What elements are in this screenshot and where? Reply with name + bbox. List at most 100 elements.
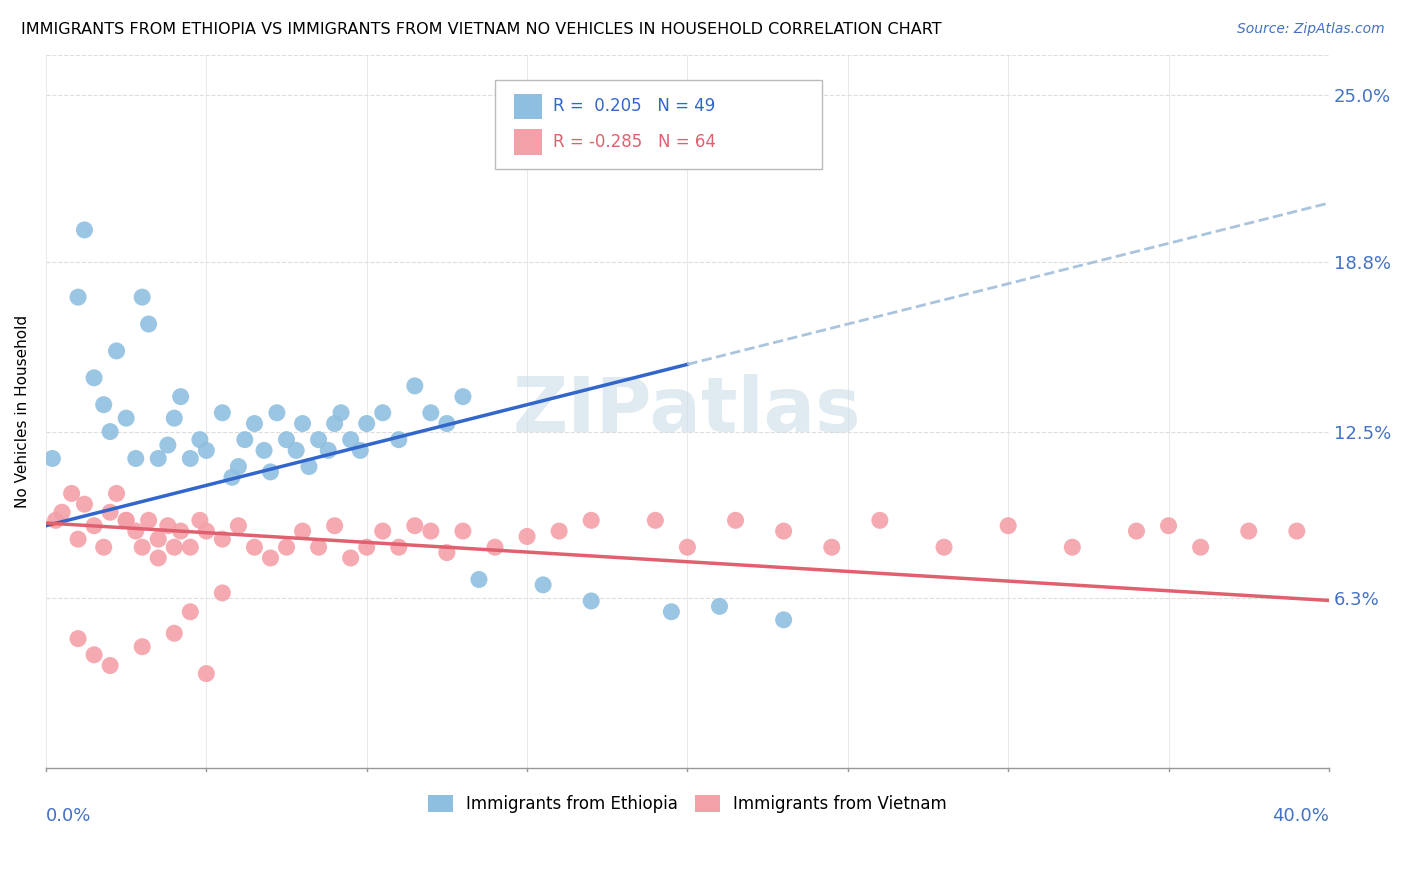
Point: [516, 529, 538, 543]
Point: [259, 551, 281, 566]
Point: [73, 223, 96, 237]
Point: [188, 433, 211, 447]
Point: [179, 605, 201, 619]
Point: [404, 518, 426, 533]
Point: [323, 518, 346, 533]
Point: [148, 551, 170, 566]
Point: [276, 433, 298, 447]
Point: [211, 586, 233, 600]
Text: 0.0%: 0.0%: [46, 807, 91, 825]
Point: [339, 551, 361, 566]
Point: [330, 406, 353, 420]
FancyBboxPatch shape: [515, 94, 543, 120]
Point: [468, 573, 491, 587]
Point: [356, 540, 378, 554]
Point: [579, 513, 602, 527]
Point: [1189, 540, 1212, 554]
Point: [259, 465, 281, 479]
Point: [388, 433, 411, 447]
Point: [228, 459, 250, 474]
Point: [419, 406, 441, 420]
Point: [73, 497, 96, 511]
Y-axis label: No Vehicles in Household: No Vehicles in Household: [15, 315, 30, 508]
FancyBboxPatch shape: [515, 129, 543, 155]
Point: [163, 411, 186, 425]
Point: [98, 425, 121, 439]
Point: [772, 613, 794, 627]
Point: [997, 518, 1019, 533]
Point: [115, 513, 138, 527]
Point: [115, 411, 138, 425]
Point: [67, 290, 90, 304]
Point: [316, 443, 339, 458]
Point: [51, 505, 73, 519]
Point: [291, 524, 314, 538]
Point: [821, 540, 844, 554]
Point: [138, 317, 160, 331]
Point: [371, 524, 394, 538]
Point: [83, 648, 105, 662]
Point: [163, 540, 186, 554]
Point: [869, 513, 891, 527]
Point: [60, 486, 83, 500]
Point: [285, 443, 308, 458]
Point: [388, 540, 411, 554]
Point: [404, 379, 426, 393]
Point: [772, 524, 794, 538]
Text: ZIPatlas: ZIPatlas: [513, 375, 862, 449]
Text: 40.0%: 40.0%: [1272, 807, 1329, 825]
Point: [148, 451, 170, 466]
Point: [243, 540, 266, 554]
Point: [1125, 524, 1147, 538]
Point: [661, 605, 683, 619]
Point: [323, 417, 346, 431]
Point: [131, 290, 153, 304]
Point: [195, 443, 218, 458]
Point: [531, 578, 554, 592]
Point: [211, 406, 233, 420]
Text: R =  0.205   N = 49: R = 0.205 N = 49: [553, 97, 716, 115]
Point: [148, 532, 170, 546]
Point: [1285, 524, 1308, 538]
Point: [436, 545, 458, 559]
Point: [228, 518, 250, 533]
Point: [188, 513, 211, 527]
Point: [371, 406, 394, 420]
Point: [83, 371, 105, 385]
Point: [298, 459, 321, 474]
Point: [195, 666, 218, 681]
Point: [243, 417, 266, 431]
Point: [138, 513, 160, 527]
Point: [291, 417, 314, 431]
Point: [125, 451, 148, 466]
Point: [221, 470, 243, 484]
Point: [1157, 518, 1180, 533]
Point: [179, 540, 201, 554]
Point: [131, 640, 153, 654]
Point: [1062, 540, 1084, 554]
Point: [932, 540, 955, 554]
Point: [83, 518, 105, 533]
Point: [67, 632, 90, 646]
Point: [163, 626, 186, 640]
Point: [93, 540, 115, 554]
Text: IMMIGRANTS FROM ETHIOPIA VS IMMIGRANTS FROM VIETNAM NO VEHICLES IN HOUSEHOLD COR: IMMIGRANTS FROM ETHIOPIA VS IMMIGRANTS F…: [21, 22, 942, 37]
Point: [484, 540, 506, 554]
Point: [170, 524, 193, 538]
Point: [339, 433, 361, 447]
Point: [98, 505, 121, 519]
Point: [211, 532, 233, 546]
Legend: Immigrants from Ethiopia, Immigrants from Vietnam: Immigrants from Ethiopia, Immigrants fro…: [422, 789, 953, 820]
Point: [644, 513, 666, 527]
Point: [308, 433, 330, 447]
Point: [709, 599, 731, 614]
Text: Source: ZipAtlas.com: Source: ZipAtlas.com: [1237, 22, 1385, 37]
Point: [356, 417, 378, 431]
Point: [308, 540, 330, 554]
Point: [548, 524, 571, 538]
Text: R = -0.285   N = 64: R = -0.285 N = 64: [553, 133, 716, 151]
Point: [579, 594, 602, 608]
FancyBboxPatch shape: [495, 80, 823, 169]
Point: [98, 658, 121, 673]
Point: [233, 433, 256, 447]
